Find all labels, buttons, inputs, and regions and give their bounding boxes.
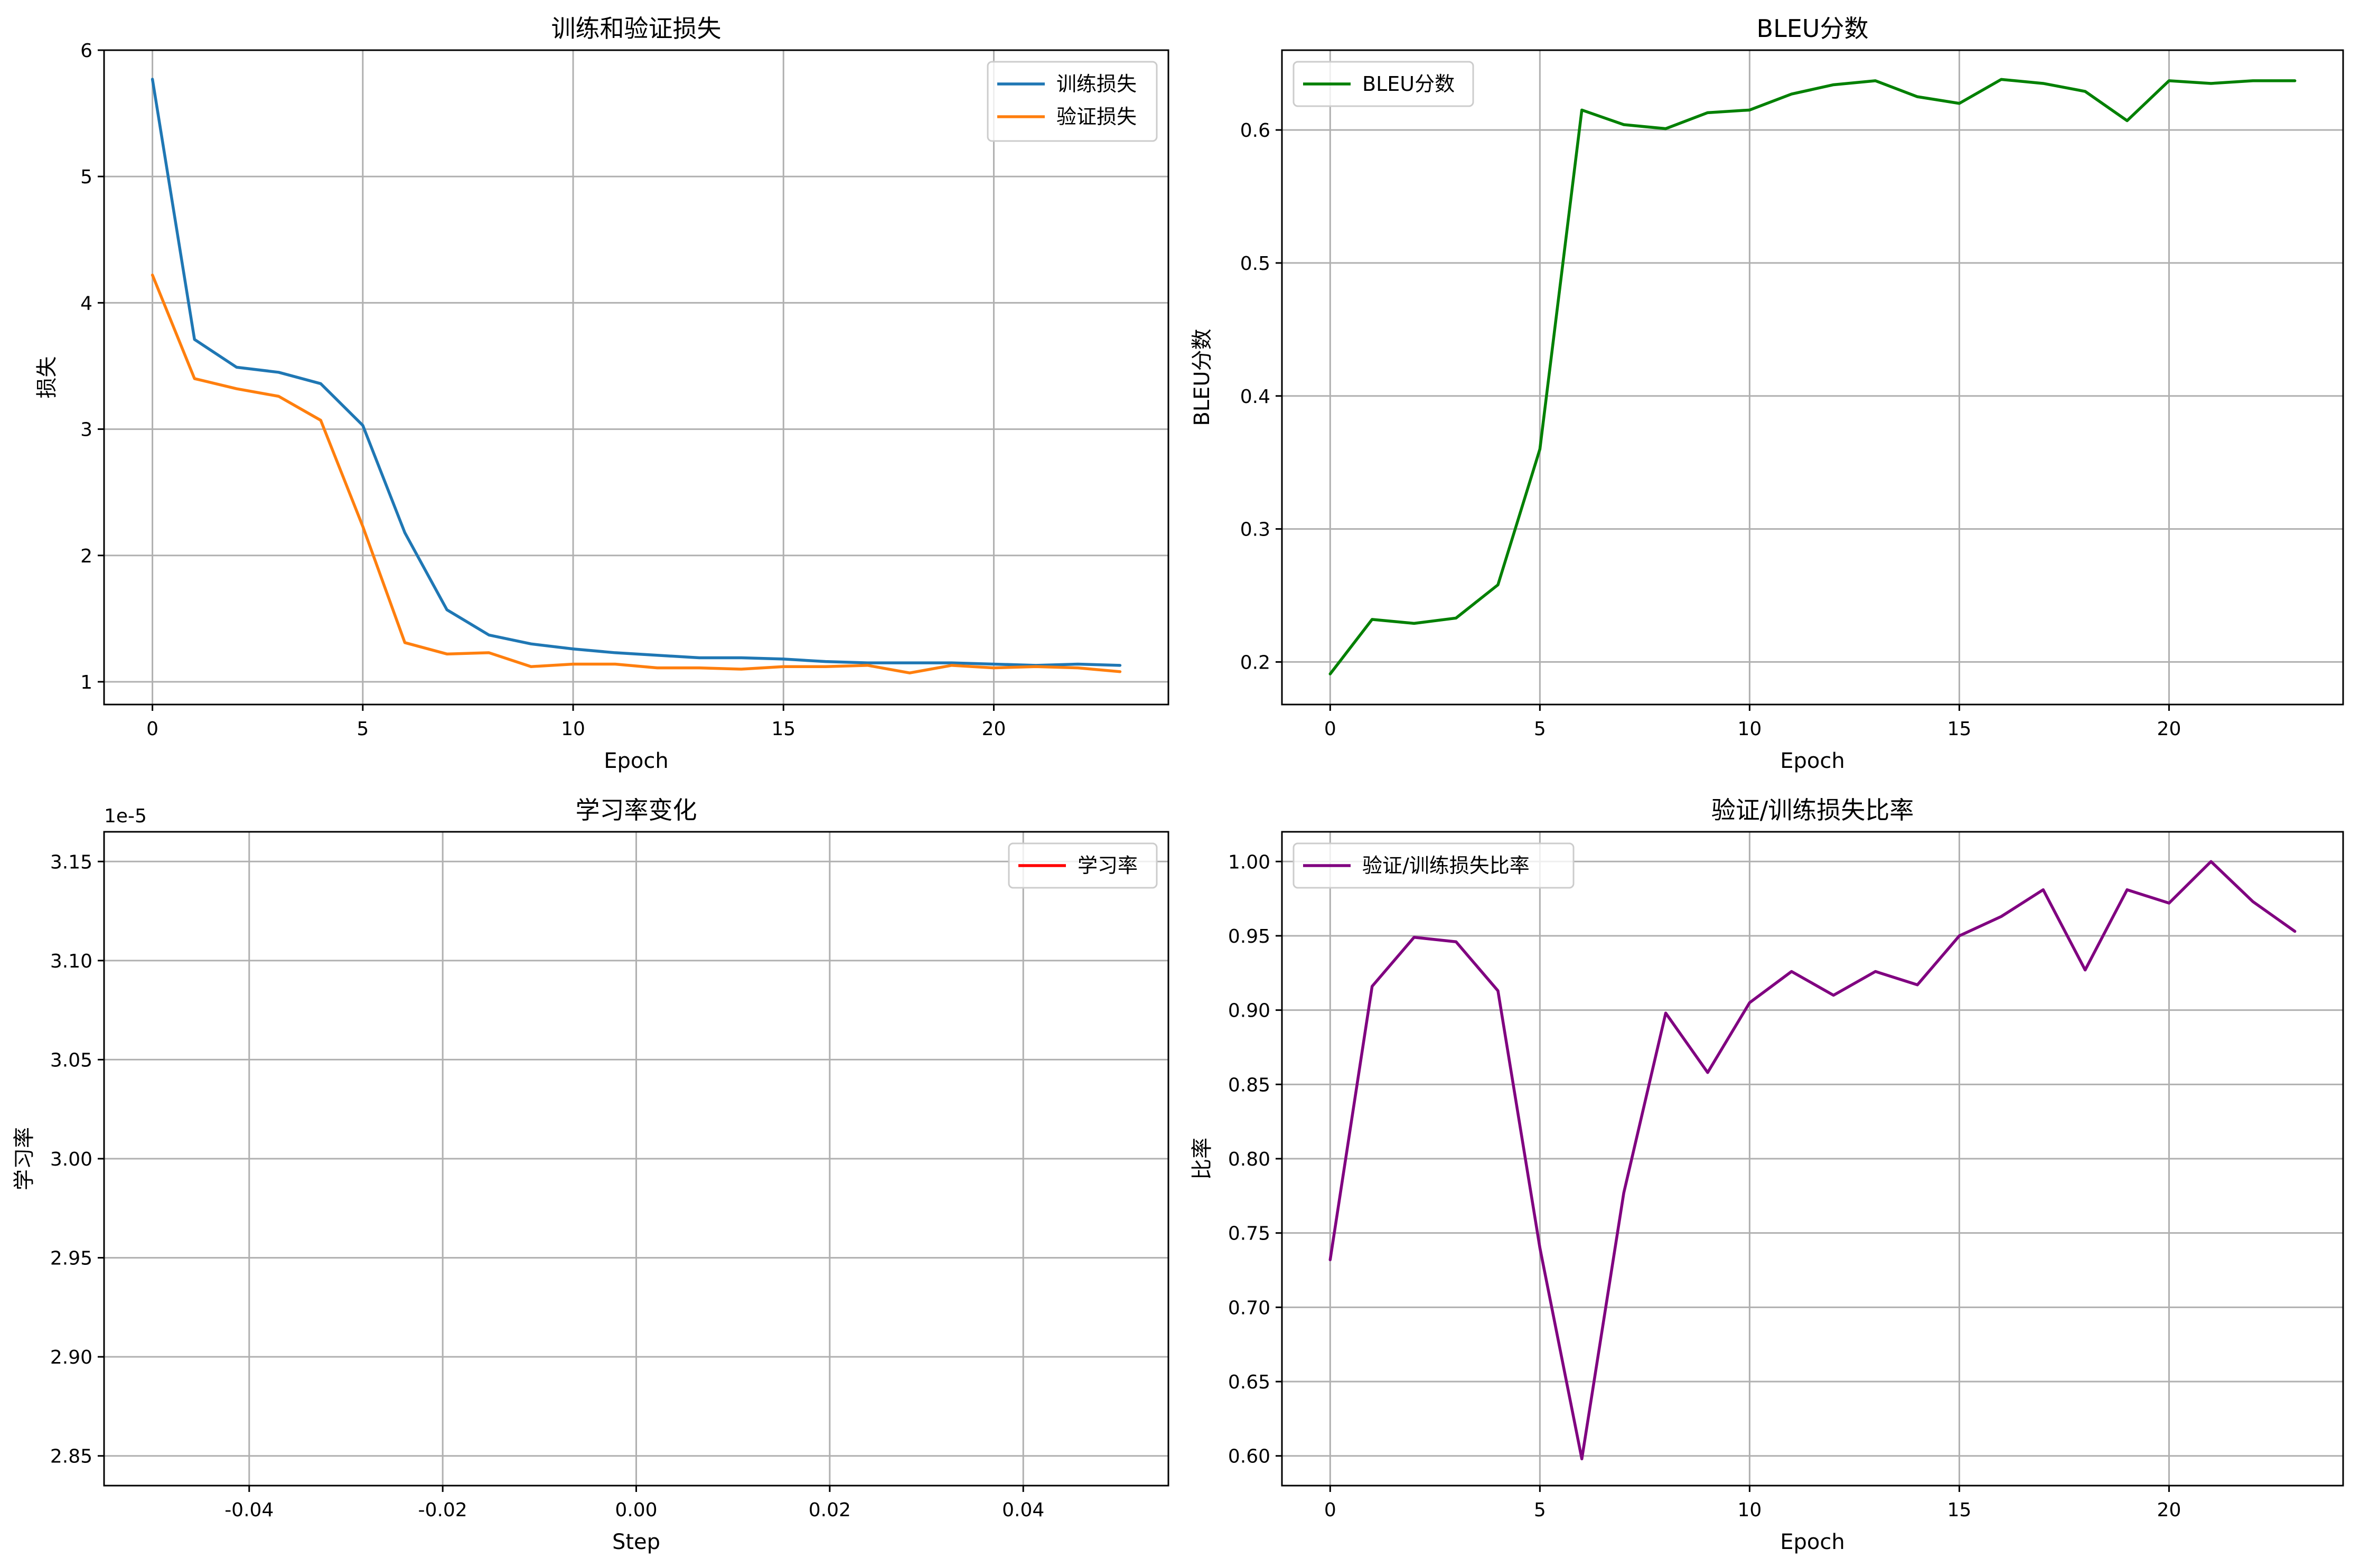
- legend-label: 训练损失: [1056, 72, 1137, 96]
- y-tick-label: 0.85: [1228, 1074, 1270, 1096]
- series-line-2: [151, 274, 1122, 674]
- y-tick-label: 1: [80, 672, 92, 693]
- y-axis-label: 学习率: [12, 1127, 36, 1190]
- legend: 学习率: [1008, 842, 1158, 889]
- x-tick-label: 0.00: [615, 1499, 657, 1521]
- y-tick-label: 0.2: [1240, 652, 1270, 673]
- y-tick-label: 0.3: [1240, 519, 1270, 541]
- x-axis-label: Epoch: [1780, 1530, 1844, 1554]
- series-line-1: [1328, 78, 2297, 675]
- x-tick-label: 0.04: [1002, 1499, 1044, 1521]
- x-tick-label: 0.02: [809, 1499, 851, 1521]
- x-tick-label: 20: [2157, 718, 2181, 740]
- x-tick-label: 10: [1737, 718, 1762, 740]
- x-tick-label: 5: [357, 718, 369, 740]
- legend-label: BLEU分数: [1362, 72, 1455, 96]
- y-tick-label: 4: [80, 293, 92, 314]
- y-tick-label: 0.80: [1228, 1149, 1270, 1170]
- y-tick-label: 0.70: [1228, 1297, 1270, 1319]
- y-tick-label: 3.10: [50, 951, 92, 972]
- y-tick-label: 2.95: [50, 1248, 92, 1270]
- legend-label: 学习率: [1078, 854, 1138, 877]
- x-tick-label: -0.02: [418, 1499, 467, 1521]
- x-tick-label: 20: [982, 718, 1006, 740]
- x-tick-label: 0: [1324, 1499, 1336, 1521]
- x-tick-label: 5: [1534, 1499, 1546, 1521]
- y-axis-label: 比率: [1190, 1138, 1214, 1180]
- axis-offset-label: 1e-5: [104, 805, 147, 827]
- y-axis-label: 损失: [35, 356, 59, 399]
- y-tick-label: 0.65: [1228, 1372, 1270, 1393]
- y-tick-label: 6: [80, 40, 92, 62]
- series-line-1: [151, 78, 1122, 667]
- y-tick-label: 3.15: [50, 851, 92, 873]
- y-tick-label: 2.90: [50, 1347, 92, 1368]
- chart-4: 0 5 10 15 20 0.60 0.65 0.70 0.75 0.80 0.85 0.90 0.95…: [1190, 796, 2344, 1554]
- legend: BLEU分数: [1293, 61, 1474, 107]
- x-axis-label: Step: [612, 1530, 660, 1554]
- chart-title: 学习率变化: [576, 796, 697, 824]
- legend-box: [987, 61, 1158, 142]
- y-tick-label: 2.85: [50, 1446, 92, 1468]
- y-tick-label: 0.6: [1240, 120, 1270, 142]
- y-tick-label: 0.75: [1228, 1223, 1270, 1245]
- y-tick-label: 0.90: [1228, 1000, 1270, 1022]
- legend-box: [1293, 61, 1474, 107]
- x-tick-label: 15: [771, 718, 795, 740]
- chart-title: BLEU分数: [1757, 14, 1869, 43]
- chart-title: 训练和验证损失: [551, 14, 722, 43]
- x-tick-label: 0: [146, 718, 158, 740]
- legend-box: [1293, 842, 1575, 889]
- plot-frame: [103, 49, 1169, 706]
- legend-label: 验证/训练损失比率: [1362, 854, 1530, 877]
- x-axis-label: Epoch: [604, 749, 668, 773]
- x-tick-label: 5: [1534, 718, 1546, 740]
- chart-3: -0.04 -0.02 0.00 0.02 0.04 2.85 2.90 2.95 3.00 3.…: [12, 796, 1169, 1554]
- y-axis-label: BLEU分数: [1190, 328, 1214, 426]
- plot-frame: [1281, 49, 2344, 706]
- legend-label: 验证损失: [1056, 105, 1137, 128]
- legend-box: [1008, 842, 1158, 889]
- x-tick-label: 15: [1947, 718, 1972, 740]
- y-tick-label: 1.00: [1228, 851, 1270, 873]
- y-tick-label: 0.95: [1228, 926, 1270, 947]
- x-tick-label: 10: [1737, 1499, 1762, 1521]
- x-tick-label: 20: [2157, 1499, 2181, 1521]
- chart-2: 0 5 10 15 20 0.2 0.3 0.4 0.5 0.6 BLEU分数 Epoch BLEU分数…: [1190, 14, 2344, 773]
- x-axis-label: Epoch: [1780, 749, 1844, 773]
- chart-title: 验证/训练损失比率: [1711, 796, 1914, 824]
- y-tick-label: 0.60: [1228, 1446, 1270, 1468]
- series-line-1: [1328, 860, 2297, 1461]
- legend: 验证/训练损失比率: [1293, 842, 1575, 889]
- x-tick-label: -0.04: [224, 1499, 274, 1521]
- y-tick-label: 5: [80, 166, 92, 188]
- y-tick-label: 3: [80, 419, 92, 441]
- y-tick-label: 3.00: [50, 1149, 92, 1170]
- y-tick-label: 3.05: [50, 1049, 92, 1071]
- y-tick-label: 0.5: [1240, 253, 1270, 275]
- x-tick-label: 10: [561, 718, 585, 740]
- y-tick-label: 2: [80, 546, 92, 567]
- y-tick-label: 0.4: [1240, 386, 1270, 408]
- x-tick-label: 15: [1947, 1499, 1972, 1521]
- x-tick-label: 0: [1324, 718, 1336, 740]
